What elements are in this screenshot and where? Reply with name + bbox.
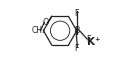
Text: F: F <box>74 9 79 18</box>
Text: B: B <box>74 26 80 35</box>
Text: CH₃: CH₃ <box>31 26 45 35</box>
Text: F: F <box>74 44 79 53</box>
Text: O: O <box>43 18 49 27</box>
Text: K⁺: K⁺ <box>87 37 100 47</box>
Text: F: F <box>86 35 91 44</box>
